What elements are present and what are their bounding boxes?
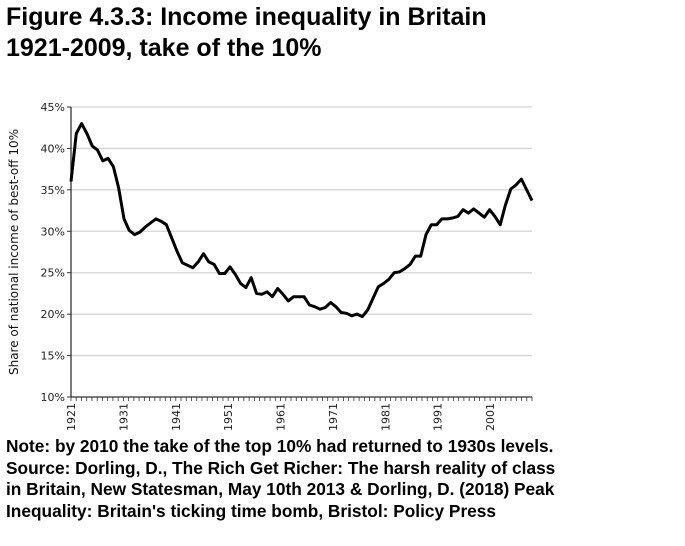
y-axis-label: Share of national income of best-off 10%	[7, 129, 21, 375]
x-tick-label: 1921	[65, 403, 78, 431]
y-tick-label: 45%	[41, 101, 65, 114]
y-tick-label: 15%	[41, 350, 65, 363]
x-tick-label: 1981	[379, 403, 392, 431]
x-tick-label: 1951	[222, 403, 235, 431]
y-tick-label: 40%	[41, 142, 65, 155]
x-tick-label: 1961	[275, 403, 288, 431]
y-tick-label: 30%	[41, 225, 65, 238]
y-tick-label: 20%	[41, 308, 65, 321]
source-note: Note: by 2010 the take of the top 10% ha…	[6, 436, 556, 521]
x-tick-label: 1931	[117, 403, 130, 431]
x-tick-label: 1971	[327, 403, 340, 431]
x-tick-label: 2001	[484, 403, 497, 431]
y-tick-label: 35%	[41, 184, 65, 197]
series-line	[69, 122, 534, 319]
y-tick-label: 10%	[41, 391, 65, 404]
y-tick-label: 25%	[41, 267, 65, 280]
x-tick-label: 1941	[170, 403, 183, 431]
x-tick-label: 1991	[432, 403, 445, 431]
figure-title: Figure 4.3.3: Income inequality in Brita…	[6, 3, 487, 62]
